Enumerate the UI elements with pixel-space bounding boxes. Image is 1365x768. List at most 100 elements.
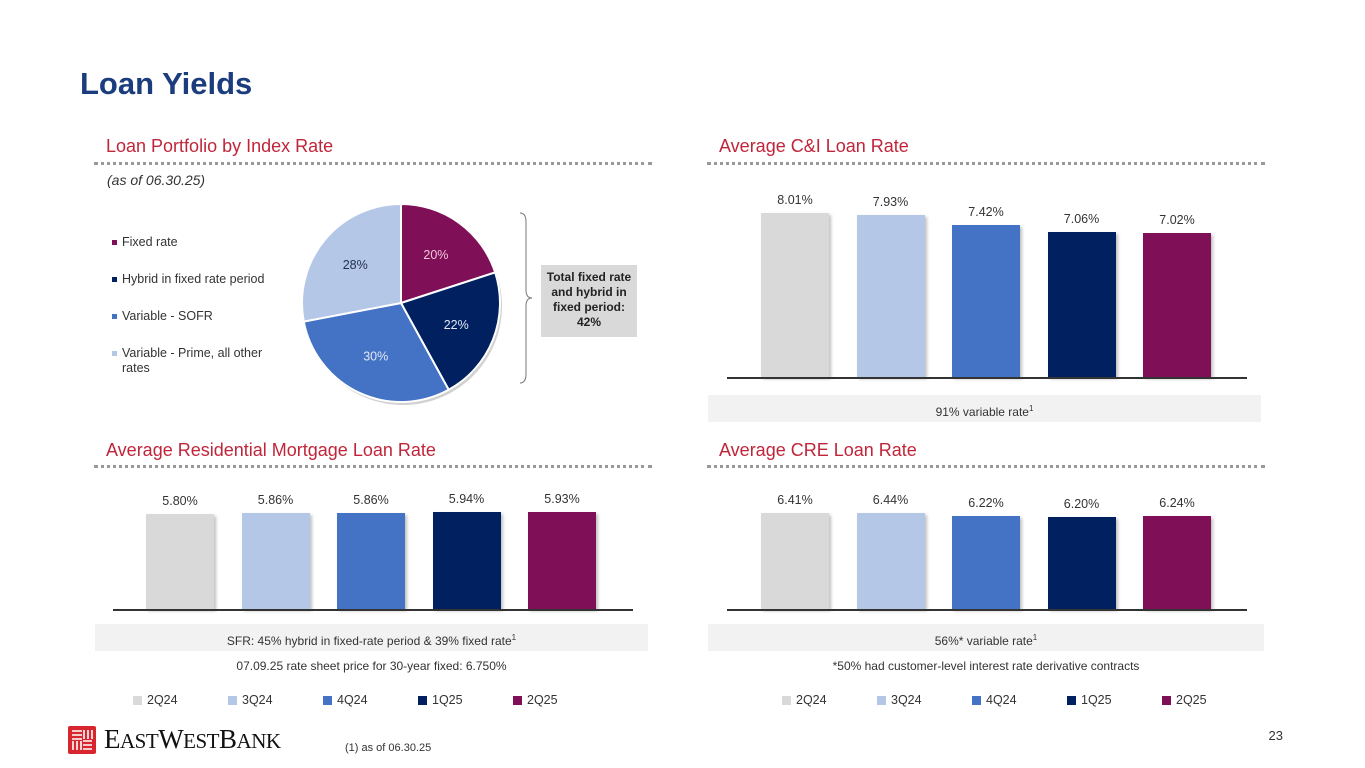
legend-item-4Q24: 4Q24 <box>972 693 1067 707</box>
resi-bar-1Q25 <box>432 512 501 609</box>
band-text: SFR: 45% hybrid in fixed-rate period & 3… <box>226 634 512 648</box>
cre-bar-1Q25 <box>1047 516 1116 609</box>
resi-data-label: 5.86% <box>257 493 294 508</box>
legend-item: Fixed rate <box>112 235 282 250</box>
legend-item-4Q24: 4Q24 <box>323 693 418 707</box>
legend-label: 1Q25 <box>1081 693 1112 707</box>
divider <box>94 162 652 165</box>
resi-bar-2Q25 <box>528 512 596 609</box>
resi-data-label: 5.93% <box>544 492 580 507</box>
cre-bar-2Q25 <box>1143 515 1211 609</box>
cre-chart-title: Average CRE Loan Rate <box>719 440 917 460</box>
legend-item-2Q25: 2Q25 <box>1162 693 1257 707</box>
pie-chart: 20% 22% 30% 28% <box>301 202 502 405</box>
legend-swatch-icon <box>323 695 332 705</box>
cre-axis-line <box>727 609 1247 611</box>
pie-slice-1 <box>399 271 501 392</box>
legend-item-2Q24: 2Q24 <box>133 693 228 707</box>
cre-bar-2Q24 <box>761 513 829 609</box>
legend-swatch-icon <box>112 351 117 356</box>
cre-data-label: 6.20% <box>1063 496 1100 511</box>
resi-data-label: 5.94% <box>448 492 485 506</box>
cre-bar-4Q24 <box>952 516 1020 609</box>
legend-item-2Q24: 2Q24 <box>782 693 877 707</box>
ci-bar-1Q25 <box>1047 232 1116 377</box>
footnote-ref: 1 <box>511 633 517 642</box>
pie-slice-0 <box>400 202 497 305</box>
legend-swatch-icon <box>1067 695 1076 705</box>
brace-icon <box>519 212 533 384</box>
legend-item: Variable - Prime, all other rates <box>112 346 282 376</box>
cre-bar-3Q24 <box>856 513 925 609</box>
ci-chart-title: Average C&I Loan Rate <box>719 136 909 156</box>
resi-note: 07.09.25 rate sheet price for 30-year fi… <box>236 659 507 673</box>
pie-annotation: Total fixed rate and hybrid in fixed per… <box>541 265 637 337</box>
legend-swatch-icon <box>877 695 886 705</box>
divider <box>707 465 1265 468</box>
footnote-ref: 1 <box>1028 404 1034 413</box>
legend-item: Variable - SOFR <box>112 309 282 324</box>
footnote: (1) as of 06.30.25 <box>345 742 432 754</box>
ci-bar-4Q24 <box>952 225 1020 377</box>
ci-data-label: 8.01% <box>777 193 813 207</box>
resi-data-label: 5.86% <box>353 493 389 508</box>
pie-subtitle: (as of 06.30.25) <box>107 172 206 188</box>
pie-label: 28% <box>343 258 368 272</box>
legend-swatch-icon <box>972 695 981 705</box>
legend-swatch-icon <box>133 695 142 705</box>
legend-swatch-icon <box>1162 695 1171 705</box>
footnote-ref: 1 <box>1032 633 1038 642</box>
legend-label: 2Q25 <box>1176 693 1207 707</box>
resi-bar-4Q24 <box>337 513 405 609</box>
cre-data-label: 6.22% <box>968 496 1004 511</box>
resi-variable-rate-band: SFR: 45% hybrid in fixed-rate period & 3… <box>95 624 648 651</box>
legend-swatch-icon <box>112 240 117 245</box>
legend-label: 4Q24 <box>986 693 1017 707</box>
ci-data-label: 7.02% <box>1159 213 1195 228</box>
resi-bar-3Q24 <box>241 513 310 609</box>
legend-left: 2Q24 3Q24 4Q24 1Q25 2Q25 <box>133 693 608 707</box>
legend-item-2Q25: 2Q25 <box>513 693 608 707</box>
ci-data-label: 7.42% <box>968 205 1004 220</box>
legend-right: 2Q24 3Q24 4Q24 1Q25 2Q25 <box>782 693 1257 707</box>
cre-data-label: 6.41% <box>777 493 813 508</box>
page-number: 23 <box>1268 728 1283 743</box>
legend-item-1Q25: 1Q25 <box>418 693 513 707</box>
ci-bar-2Q25 <box>1143 233 1211 377</box>
legend-label: 3Q24 <box>242 693 273 707</box>
legend-label: 2Q25 <box>527 693 558 707</box>
legend-swatch-icon <box>513 695 522 705</box>
pie-label: 22% <box>444 318 469 332</box>
band-text: 56%* variable rate <box>934 634 1033 648</box>
resi-axis-line <box>113 609 633 611</box>
divider <box>94 465 652 468</box>
legend-swatch-icon <box>782 695 791 705</box>
page-title: Loan Yields <box>80 66 253 101</box>
east-west-bank-logo: EASTWESTBANK <box>68 724 281 755</box>
legend-swatch-icon <box>228 695 237 705</box>
pie-label: 30% <box>363 350 388 364</box>
pie-slice-3 <box>301 202 402 323</box>
cre-note: *50% had customer-level interest rate de… <box>832 659 1140 673</box>
cre-variable-rate-band: 56%* variable rate1 <box>708 624 1264 651</box>
legend-swatch-icon <box>418 695 427 705</box>
legend-item-3Q24: 3Q24 <box>228 693 323 707</box>
legend-item: Hybrid in fixed rate period <box>112 272 282 287</box>
ci-data-label: 7.06% <box>1063 212 1100 227</box>
legend-label: 1Q25 <box>432 693 463 707</box>
pie-slice-2 <box>302 301 451 403</box>
ci-data-label: 7.93% <box>872 194 909 209</box>
ci-axis-line <box>727 377 1247 379</box>
resi-data-label: 5.80% <box>162 494 198 509</box>
resi-bar-2Q24 <box>146 514 214 609</box>
legend-swatch-icon <box>112 314 117 319</box>
pie-label: 20% <box>423 248 448 262</box>
cre-data-label: 6.24% <box>1159 495 1195 510</box>
legend-label: 4Q24 <box>337 693 368 707</box>
divider <box>707 162 1265 165</box>
resi-chart-title: Average Residential Mortgage Loan Rate <box>106 440 436 460</box>
ci-variable-rate-band: 91% variable rate1 <box>708 395 1261 422</box>
legend-item-3Q24: 3Q24 <box>877 693 972 707</box>
legend-label: 3Q24 <box>891 693 922 707</box>
legend-label: 2Q24 <box>796 693 827 707</box>
